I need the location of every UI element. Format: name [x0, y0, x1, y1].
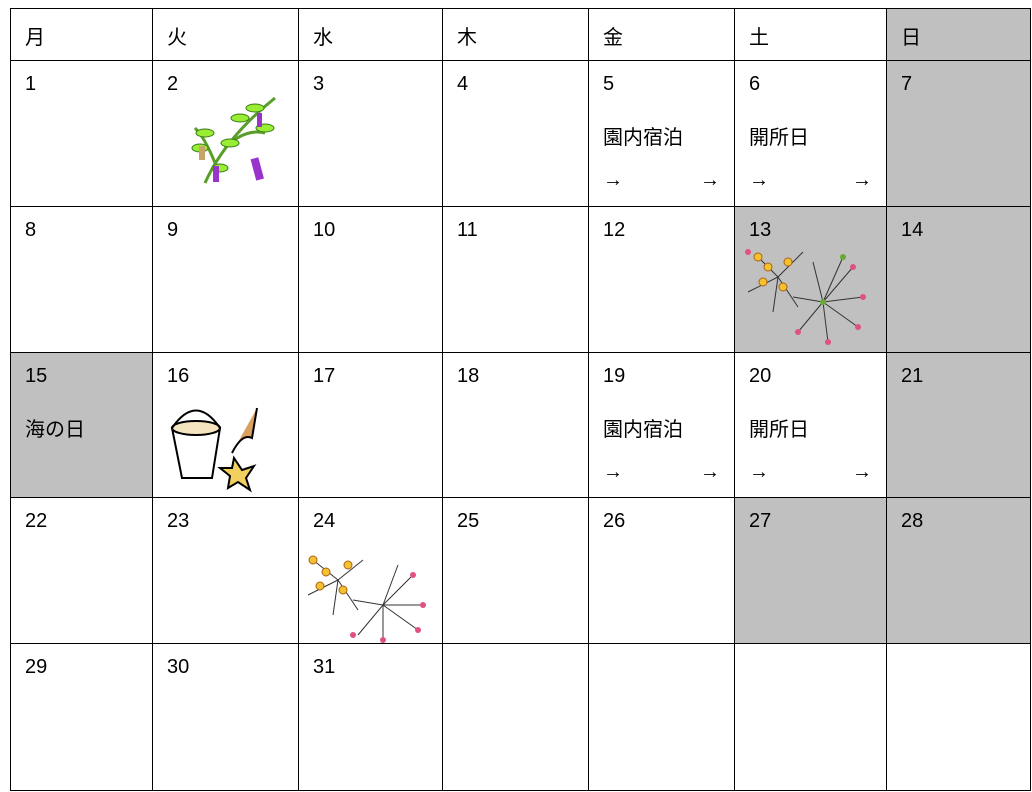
calendar-cell: 木	[442, 8, 589, 61]
calendar-cell	[886, 643, 1031, 791]
day-number: 15	[25, 365, 48, 387]
day-number: 17	[313, 365, 336, 387]
day-number: 6	[749, 73, 761, 95]
calendar-cell: 6 開所日 → →	[734, 60, 887, 207]
arrow: →	[603, 461, 623, 483]
event-text: 開所日	[749, 127, 809, 149]
calendar-cell	[734, 643, 887, 791]
day-number: 4	[457, 73, 469, 95]
weekday-label: 月	[25, 27, 45, 49]
calendar-cell: 23	[152, 497, 299, 644]
calendar-cell: 4	[442, 60, 589, 207]
day-number: 18	[457, 365, 480, 387]
calendar-cell: 火	[152, 8, 299, 61]
day-number: 28	[901, 510, 924, 532]
day-number: 3	[313, 73, 325, 95]
calendar-cell: 14	[886, 206, 1031, 353]
calendar-cell: 3	[298, 60, 443, 207]
calendar-cell: 25	[442, 497, 589, 644]
calendar-cell	[442, 643, 589, 791]
day-number: 23	[167, 510, 190, 532]
calendar-cell: 水	[298, 8, 443, 61]
day-number: 30	[167, 656, 190, 678]
day-number: 2	[167, 73, 179, 95]
day-number: 16	[167, 365, 190, 387]
calendar-cell: 15 海の日	[10, 352, 153, 498]
arrow: →	[749, 461, 769, 483]
calendar-cell: 22	[10, 497, 153, 644]
day-number: 27	[749, 510, 772, 532]
weekday-label: 木	[457, 27, 477, 49]
day-number: 31	[313, 656, 336, 678]
calendar-cell: 7	[886, 60, 1031, 207]
arrow: →	[852, 169, 872, 191]
calendar-cell: 21	[886, 352, 1031, 498]
calendar-cell: 1	[10, 60, 153, 207]
arrow: →	[852, 461, 872, 483]
arrow: →	[603, 169, 623, 191]
fireworks-art	[307, 555, 426, 643]
beach-bucket-art	[170, 407, 258, 493]
calendar-cell: 28	[886, 497, 1031, 644]
calendar-cell: 27	[734, 497, 887, 644]
day-number: 1	[25, 73, 37, 95]
calendar-cell: 11	[442, 206, 589, 353]
calendar-cell: 月	[10, 8, 153, 61]
calendar-cell: 10	[298, 206, 443, 353]
day-number: 29	[25, 656, 48, 678]
arrow: →	[700, 169, 720, 191]
day-number: 20	[749, 365, 772, 387]
event-text: 園内宿泊	[603, 419, 683, 441]
weekday-label: 火	[167, 27, 187, 49]
calendar-cell: 31	[298, 643, 443, 791]
arrow: →	[700, 461, 720, 483]
day-number: 12	[603, 219, 626, 241]
day-number: 24	[313, 510, 336, 532]
day-number: 22	[25, 510, 48, 532]
day-number: 14	[901, 219, 924, 241]
day-number: 21	[901, 365, 924, 387]
event-text: 海の日	[25, 419, 85, 441]
calendar-cell: 9	[152, 206, 299, 353]
day-number: 10	[313, 219, 336, 241]
day-number: 13	[749, 219, 772, 241]
day-number: 19	[603, 365, 626, 387]
weekday-label: 金	[603, 27, 623, 49]
weekday-label: 水	[313, 27, 333, 49]
day-number: 5	[603, 73, 615, 95]
event-text: 園内宿泊	[603, 127, 683, 149]
calendar-cell: 8	[10, 206, 153, 353]
calendar-cell: 30	[152, 643, 299, 791]
day-number: 7	[901, 73, 913, 95]
day-number: 11	[457, 219, 478, 241]
tanabata-art	[191, 96, 276, 184]
day-number: 8	[25, 219, 37, 241]
weekday-label: 日	[901, 27, 921, 49]
event-text: 開所日	[749, 419, 809, 441]
calendar-cell: 29	[10, 643, 153, 791]
calendar-cell: 20 開所日 → →	[734, 352, 887, 498]
calendar-cell: 5 園内宿泊 → →	[588, 60, 735, 207]
calendar-cell: 金	[588, 8, 735, 61]
fireworks-art	[745, 249, 866, 345]
calendar-cell: 26	[588, 497, 735, 644]
calendar-cell: 17	[298, 352, 443, 498]
calendar-cell: 12	[588, 206, 735, 353]
calendar-cell: 19 園内宿泊 → →	[588, 352, 735, 498]
calendar-cell: 土	[734, 8, 887, 61]
calendar-cell: 18	[442, 352, 589, 498]
day-number: 26	[603, 510, 626, 532]
day-number: 25	[457, 510, 480, 532]
calendar-cell	[588, 643, 735, 791]
weekday-label: 土	[749, 27, 769, 49]
calendar-cell: 日	[886, 8, 1031, 61]
arrow: →	[749, 169, 769, 191]
day-number: 9	[167, 219, 179, 241]
